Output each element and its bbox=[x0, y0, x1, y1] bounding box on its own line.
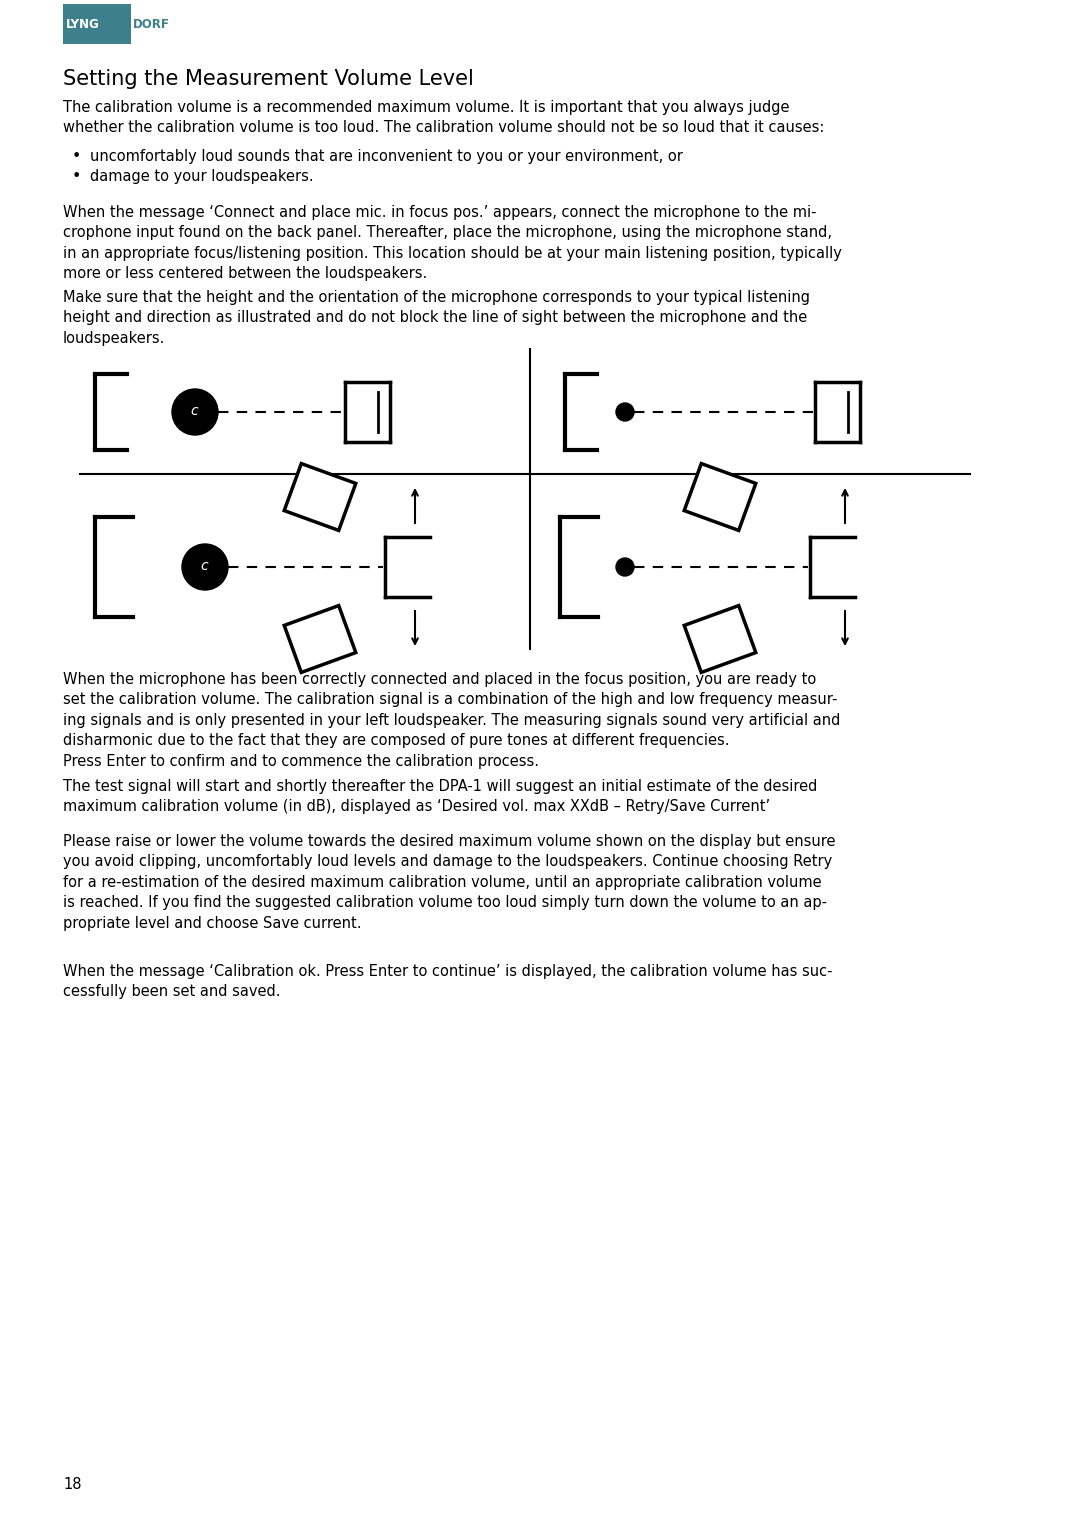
Text: LYNG: LYNG bbox=[66, 17, 99, 31]
Circle shape bbox=[616, 557, 634, 576]
Polygon shape bbox=[284, 464, 355, 530]
Text: Make sure that the height and the orientation of the microphone corresponds to y: Make sure that the height and the orient… bbox=[63, 290, 810, 345]
Bar bbox=[63, 5, 131, 44]
Text: damage to your loudspeakers.: damage to your loudspeakers. bbox=[90, 169, 313, 183]
Text: When the message ‘Connect and place mic. in focus pos.’ appears, connect the mic: When the message ‘Connect and place mic.… bbox=[63, 205, 842, 281]
Polygon shape bbox=[284, 606, 355, 672]
Circle shape bbox=[183, 544, 228, 589]
Text: Please raise or lower the volume towards the desired maximum volume shown on the: Please raise or lower the volume towards… bbox=[63, 834, 836, 930]
Text: Setting the Measurement Volume Level: Setting the Measurement Volume Level bbox=[63, 69, 474, 89]
Text: DORF: DORF bbox=[133, 17, 170, 31]
Text: The calibration volume is a recommended maximum volume. It is important that you: The calibration volume is a recommended … bbox=[63, 99, 824, 136]
Text: •: • bbox=[72, 169, 81, 183]
Text: When the message ‘Calibration ok. Press Enter to continue’ is displayed, the cal: When the message ‘Calibration ok. Press … bbox=[63, 964, 833, 999]
Circle shape bbox=[172, 389, 218, 435]
Text: uncomfortably loud sounds that are inconvenient to you or your environment, or: uncomfortably loud sounds that are incon… bbox=[90, 150, 683, 163]
Text: c: c bbox=[200, 559, 207, 573]
Circle shape bbox=[616, 403, 634, 421]
Text: The test signal will start and shortly thereafter the DPA-1 will suggest an init: The test signal will start and shortly t… bbox=[63, 779, 818, 814]
Text: 18: 18 bbox=[63, 1477, 81, 1492]
Text: When the microphone has been correctly connected and placed in the focus positio: When the microphone has been correctly c… bbox=[63, 672, 840, 768]
Text: c: c bbox=[190, 405, 198, 418]
Polygon shape bbox=[685, 606, 756, 672]
Text: •: • bbox=[72, 150, 81, 163]
Polygon shape bbox=[685, 464, 756, 530]
